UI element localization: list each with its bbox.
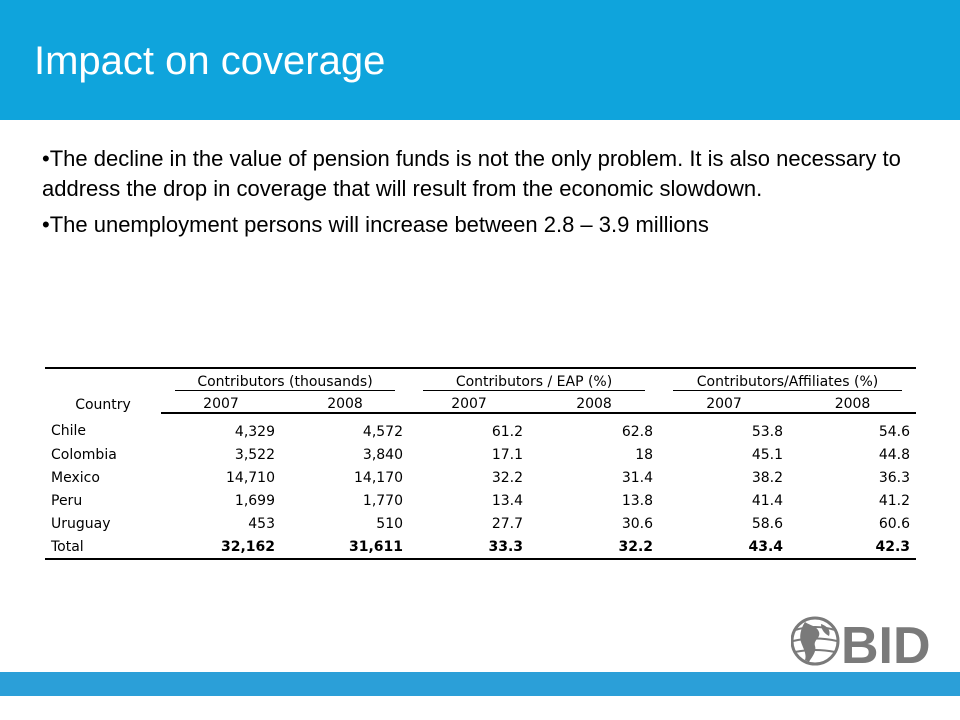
value-cell: 41.2 bbox=[878, 492, 911, 509]
header-band bbox=[0, 0, 960, 120]
value-cell: 1,770 bbox=[362, 492, 404, 509]
value-cell: 33.3 bbox=[409, 535, 530, 560]
group-label: Contributors / EAP (%) bbox=[423, 374, 646, 391]
value-cell: 1,699 bbox=[234, 492, 275, 509]
value-cell: 14,710 bbox=[226, 469, 275, 486]
value-cell: 38.2 bbox=[751, 469, 784, 486]
bid-logo: BID bbox=[790, 614, 931, 675]
year-header: 2008 bbox=[281, 391, 410, 414]
group-header-eap: Contributors / EAP (%) bbox=[409, 367, 660, 391]
value-cell: 32.2 bbox=[491, 469, 524, 486]
globe-icon: BID bbox=[790, 616, 931, 675]
bullet-item: •The unemployment persons will increase … bbox=[42, 212, 709, 237]
value-cell: 453 bbox=[248, 515, 275, 532]
value-cell: 45.1 bbox=[751, 446, 784, 463]
slide-title: Impact on coverage bbox=[34, 39, 386, 83]
logo-text: BID bbox=[841, 617, 931, 668]
year-header: 2007 bbox=[161, 391, 281, 414]
value-cell: 36.3 bbox=[878, 469, 911, 486]
value-cell: 32.2 bbox=[529, 535, 660, 560]
year-header: 2008 bbox=[529, 391, 660, 414]
value-cell: 27.7 bbox=[491, 515, 524, 532]
group-header-affiliates: Contributors/Affiliates (%) bbox=[659, 367, 917, 391]
value-cell: 32,162 bbox=[161, 535, 281, 560]
value-cell: 41.4 bbox=[751, 492, 784, 509]
value-cell: 3,522 bbox=[234, 446, 275, 463]
table-row: Peru 1,699 1,770 13.4 13.8 41.4 41.2 bbox=[45, 489, 916, 512]
value-cell: 60.6 bbox=[878, 515, 911, 532]
country-cell: Colombia bbox=[51, 446, 117, 463]
value-cell: 4,572 bbox=[362, 423, 404, 440]
value-cell: 53.8 bbox=[751, 423, 784, 440]
value-cell: 30.6 bbox=[621, 515, 654, 532]
country-cell: Peru bbox=[51, 492, 83, 509]
value-cell: 510 bbox=[376, 515, 404, 532]
country-cell: Chile bbox=[51, 423, 87, 439]
group-header-contributors: Contributors (thousands) bbox=[161, 367, 410, 391]
value-cell: 44.8 bbox=[878, 446, 911, 463]
value-cell: 54.6 bbox=[878, 423, 911, 440]
table-row: Chile 4,329 4,572 61.2 62.8 53.8 54.6 bbox=[45, 413, 916, 443]
table-header-row: Country Contributors (thousands) Contrib… bbox=[45, 367, 917, 413]
table-total-row: Total 32,162 31,611 33.3 32.2 43.4 42.3 bbox=[45, 535, 917, 560]
year-header: 2007 bbox=[659, 391, 790, 414]
country-cell: Total bbox=[45, 535, 161, 560]
country-cell: Mexico bbox=[51, 469, 100, 486]
value-cell: 61.2 bbox=[491, 423, 524, 440]
value-cell: 4,329 bbox=[234, 423, 275, 440]
value-cell: 13.8 bbox=[621, 492, 654, 509]
table-row: Uruguay 453 510 27.7 30.6 58.6 60.6 bbox=[45, 512, 916, 535]
country-cell: Uruguay bbox=[51, 515, 111, 532]
value-cell: 62.8 bbox=[621, 423, 654, 440]
table-row: Mexico 14,710 14,170 32.2 31.4 38.2 36.3 bbox=[45, 466, 916, 489]
value-cell: 17.1 bbox=[491, 446, 524, 463]
value-cell: 3,840 bbox=[362, 446, 404, 463]
footer-band bbox=[0, 672, 960, 696]
group-label: Contributors/Affiliates (%) bbox=[673, 374, 903, 391]
coverage-table: Country Contributors (thousands) Contrib… bbox=[45, 367, 917, 560]
table-row: Colombia 3,522 3,840 17.1 18 45.1 44.8 bbox=[45, 443, 916, 466]
value-cell: 31.4 bbox=[621, 469, 654, 486]
group-label: Contributors (thousands) bbox=[175, 374, 396, 391]
year-header: 2008 bbox=[789, 391, 917, 414]
value-cell: 14,170 bbox=[354, 469, 404, 486]
value-cell: 13.4 bbox=[491, 492, 524, 509]
value-cell: 31,611 bbox=[281, 535, 410, 560]
value-cell: 42.3 bbox=[789, 535, 917, 560]
year-header: 2007 bbox=[409, 391, 530, 414]
value-cell: 43.4 bbox=[659, 535, 790, 560]
value-cell: 58.6 bbox=[751, 515, 784, 532]
bullet-item: •The decline in the value of pension fun… bbox=[42, 146, 901, 201]
bullet-list: •The decline in the value of pension fun… bbox=[42, 144, 942, 246]
table-year-row: 2007 2008 2007 2008 2007 2008 bbox=[45, 391, 917, 414]
country-header: Country bbox=[45, 367, 161, 413]
value-cell: 18 bbox=[635, 446, 654, 463]
